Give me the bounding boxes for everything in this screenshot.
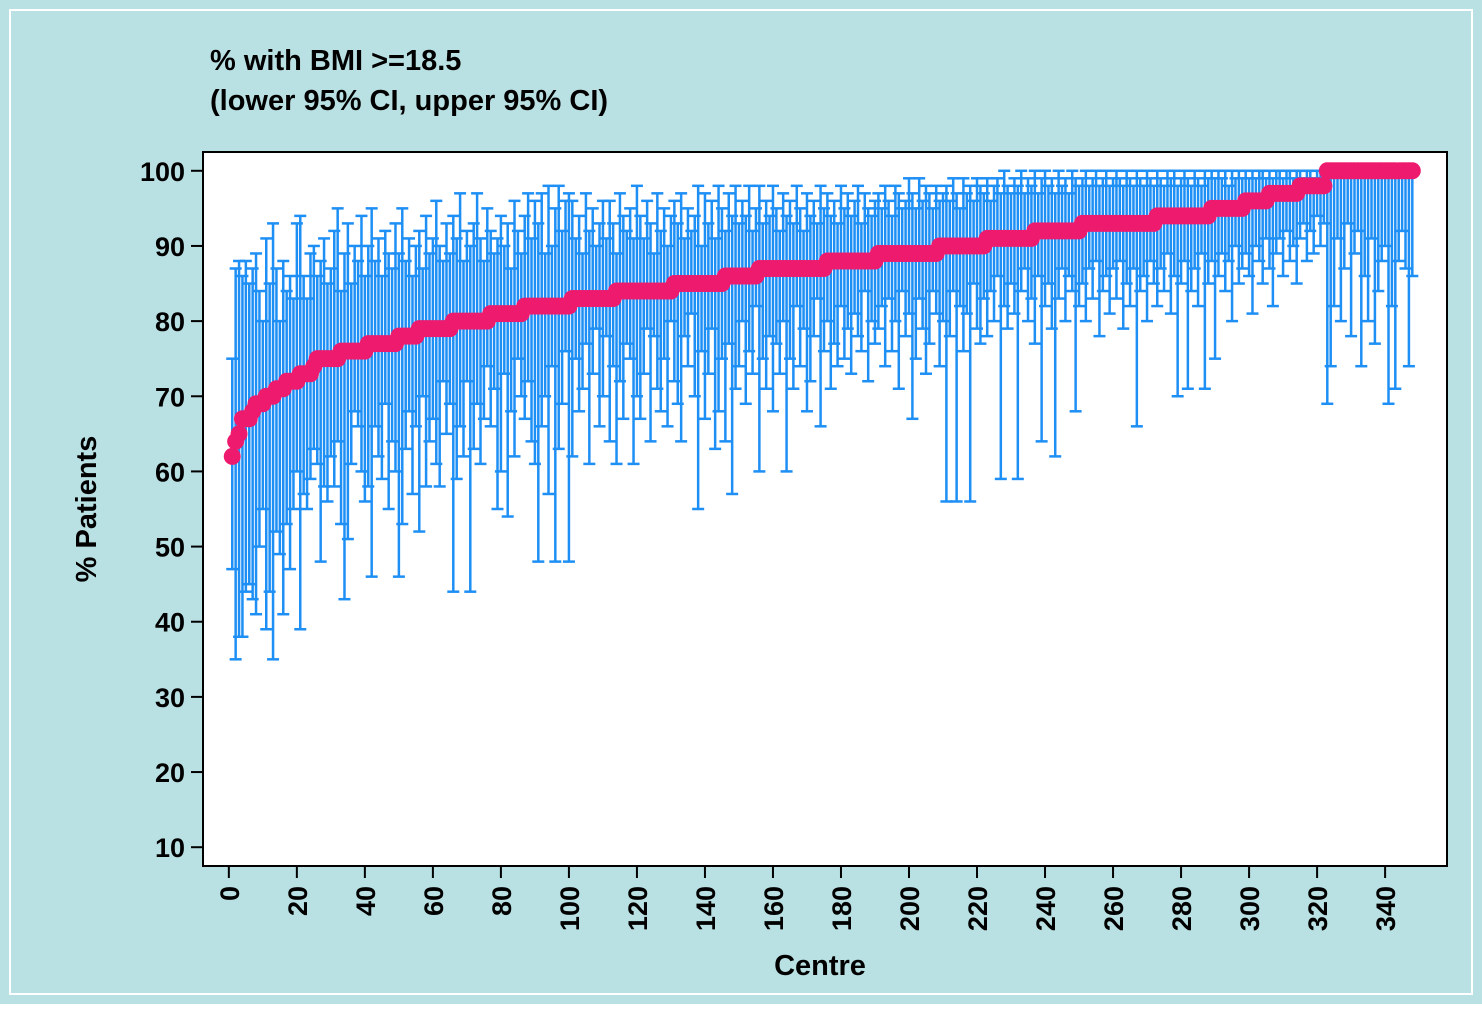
x-tick-label: 180 — [827, 886, 857, 931]
point — [1315, 177, 1333, 195]
x-tick-label: 300 — [1235, 886, 1265, 931]
x-axis-label: Centre — [774, 950, 866, 982]
chart-subtitle: (lower 95% CI, upper 95% CI) — [210, 85, 608, 117]
x-tick-label: 20 — [283, 886, 313, 916]
x-tick-label: 140 — [691, 886, 721, 931]
x-tick-label: 120 — [623, 886, 653, 931]
x-tick-label: 340 — [1371, 886, 1401, 931]
y-tick-label: 40 — [155, 608, 185, 638]
x-tick-label: 60 — [419, 886, 449, 916]
point — [1403, 162, 1421, 180]
x-tick-label: 80 — [487, 886, 517, 916]
y-tick-label: 10 — [155, 833, 185, 863]
y-tick-label: 30 — [155, 683, 185, 713]
marks — [223, 162, 1421, 661]
frame — [9, 9, 1473, 995]
x-tick-label: 100 — [555, 886, 585, 931]
y-tick-label: 100 — [140, 157, 185, 187]
x-tick-label: 280 — [1167, 886, 1197, 931]
y-tick-label: 70 — [155, 382, 185, 412]
y-tick-label: 80 — [155, 307, 185, 337]
plot-border — [202, 151, 1448, 867]
x-tick-label: 220 — [963, 886, 993, 931]
x-tick-label: 320 — [1303, 886, 1333, 931]
chart-title: % with BMI >=18.5 — [210, 45, 461, 77]
x-tick-label: 240 — [1031, 886, 1061, 931]
y-tick-label: 90 — [155, 232, 185, 262]
x-tick-label: 160 — [759, 886, 789, 931]
point — [230, 425, 248, 443]
y-axis-label: % Patients — [71, 436, 103, 583]
axes: 10 20 30 40 50 60 70 80 90 100 0 20 40 60 80 100 120 140 1… — [140, 157, 1401, 931]
y-tick-label: 60 — [155, 457, 185, 487]
x-tick-label: 260 — [1099, 886, 1129, 931]
y-tick-label: 50 — [155, 533, 185, 563]
y-tick-label: 20 — [155, 758, 185, 788]
point — [223, 447, 241, 465]
x-tick-label: 0 — [215, 886, 245, 901]
x-tick-label: 200 — [895, 886, 925, 931]
x-tick-label: 40 — [351, 886, 381, 916]
